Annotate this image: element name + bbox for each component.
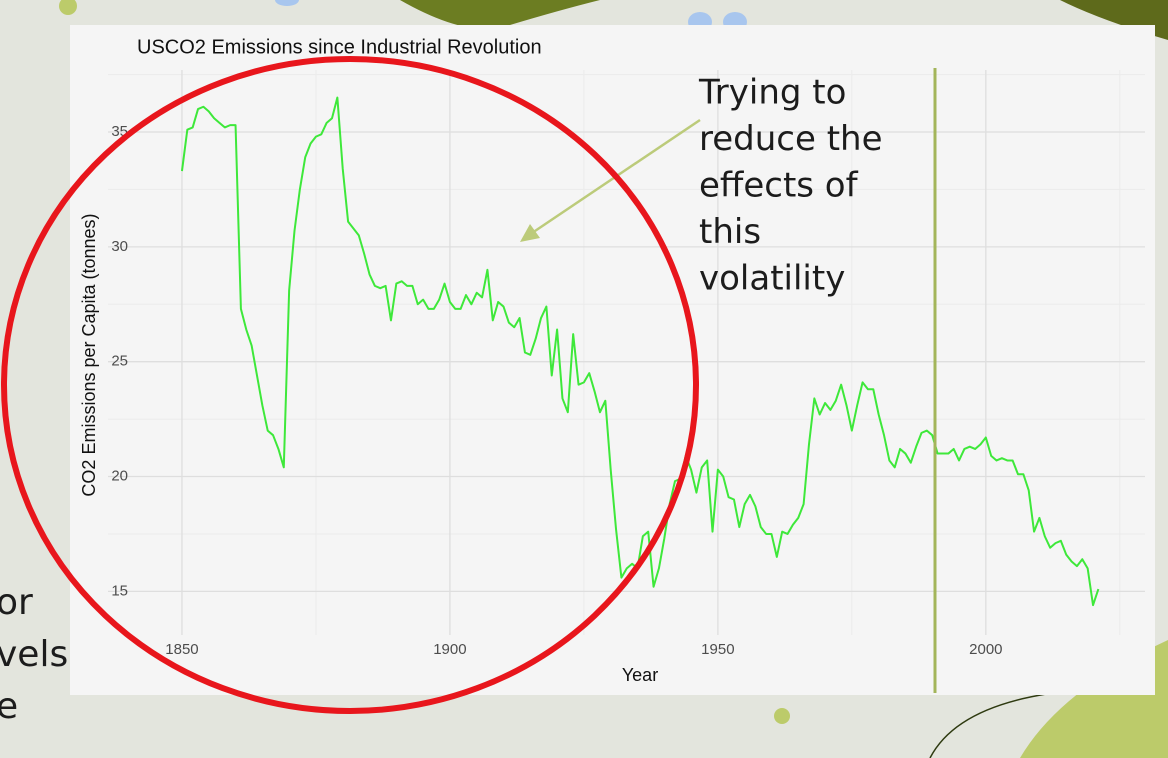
x-tick-label: 1850 <box>165 641 198 658</box>
slide-text: or <box>0 582 33 623</box>
data-line <box>180 96 1100 607</box>
chart: USCO2 Emissions since Industrial Revolut… <box>79 36 1145 685</box>
y-axis-label: CO2 Emissions per Capita (tonnes) <box>79 213 99 496</box>
arrow-head <box>520 224 540 242</box>
annotation-text: volatility <box>699 259 845 299</box>
annotation-text: reduce the <box>699 119 883 159</box>
dot <box>774 708 790 724</box>
annotation-text: Trying to <box>698 73 846 113</box>
dot <box>275 0 299 6</box>
x-tick-label: 2000 <box>969 641 1002 658</box>
chart-title: USCO2 Emissions since Industrial Revolut… <box>137 36 542 58</box>
x-axis-label: Year <box>622 665 658 685</box>
y-tick-label: 15 <box>111 582 128 599</box>
y-tick-label: 25 <box>111 353 128 370</box>
x-tick-label: 1950 <box>701 641 734 658</box>
slide-text: e <box>0 686 18 727</box>
chart-panel <box>70 25 1155 695</box>
y-tick-label: 30 <box>111 238 128 255</box>
slide-text: vels <box>0 634 68 675</box>
leaf <box>400 0 600 30</box>
highlight-circle <box>1 56 699 714</box>
annotation-text: effects of <box>699 166 859 206</box>
x-tick-label: 1900 <box>433 641 466 658</box>
annotation-text: this <box>699 212 761 252</box>
dot <box>59 0 77 15</box>
y-tick-label: 20 <box>111 467 128 484</box>
